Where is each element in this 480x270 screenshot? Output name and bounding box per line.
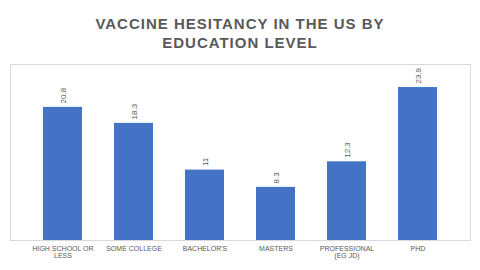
svg-text:SOME COLLEGE: SOME COLLEGE [106, 245, 162, 252]
svg-text:BACHELOR'S: BACHELOR'S [183, 245, 228, 252]
svg-text:18.3: 18.3 [130, 103, 139, 119]
svg-text:20.8: 20.8 [59, 87, 68, 103]
svg-text:PHD: PHD [411, 245, 426, 252]
svg-text:12.3: 12.3 [343, 142, 352, 158]
svg-text:23.9: 23.9 [414, 67, 423, 83]
html-text:VACCINE HESITANCY IN THE US BY: VACCINE HESITANCY IN THE US BY EDUCATION… [95, 15, 385, 51]
svg-text:HIGH SCHOOL ORLESS: HIGH SCHOOL ORLESS [32, 245, 93, 259]
svg-text:MASTERS: MASTERS [259, 245, 293, 252]
svg-text:PROFESSIONAL(EG JD): PROFESSIONAL(EG JD) [320, 245, 375, 260]
svg-text:8.3: 8.3 [272, 172, 281, 184]
svg-text:11: 11 [201, 157, 210, 166]
